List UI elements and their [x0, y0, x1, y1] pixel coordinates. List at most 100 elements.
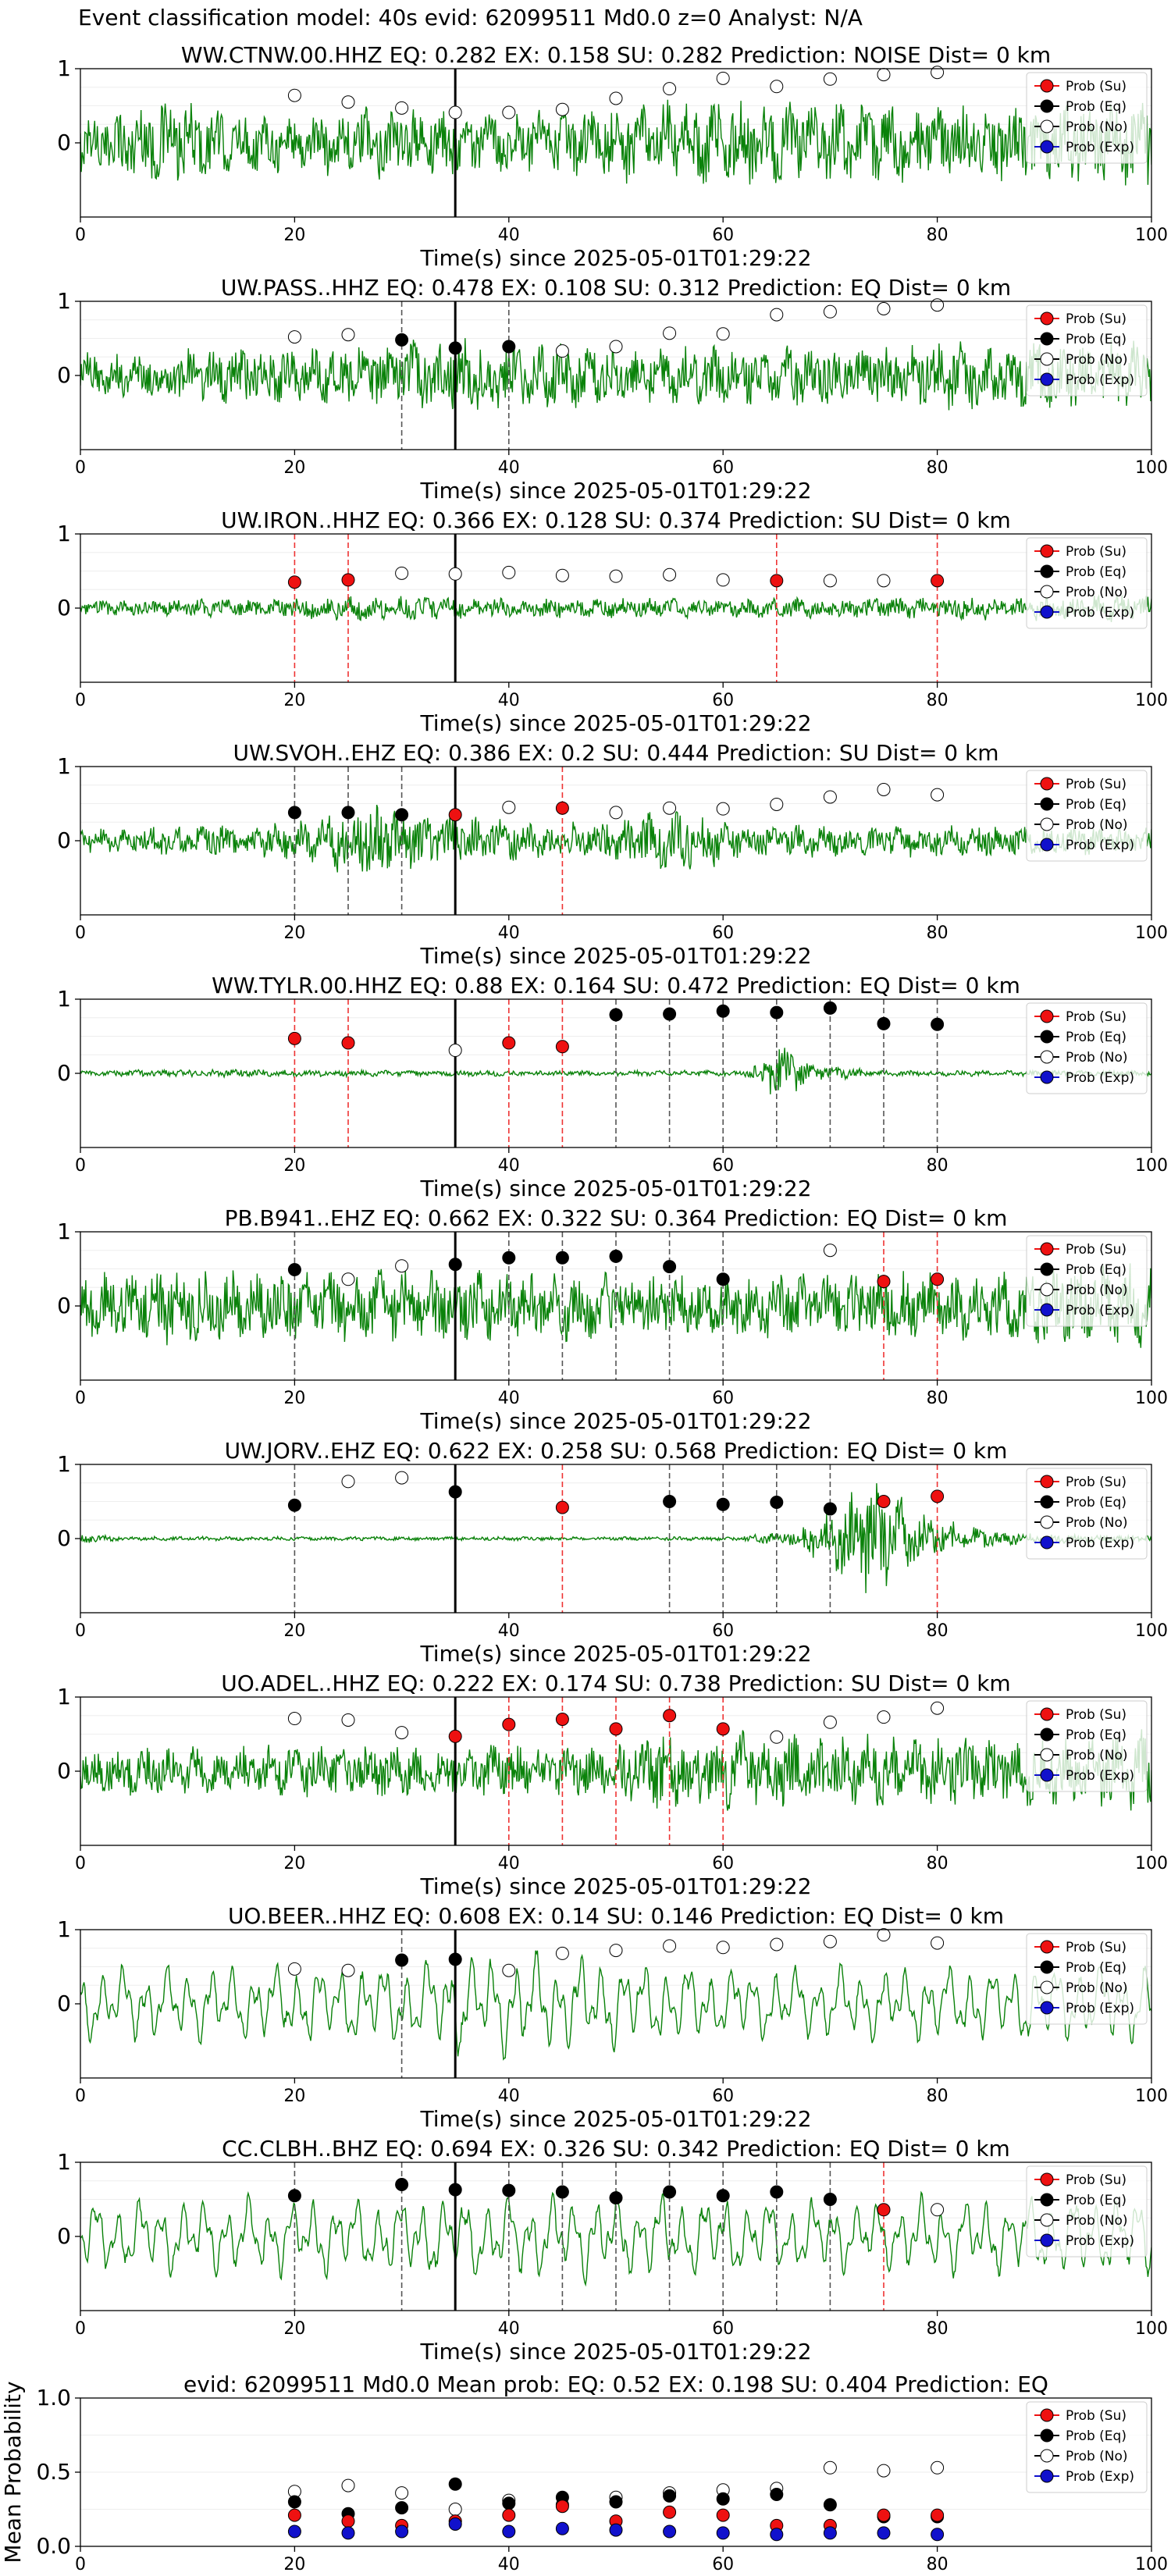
- prob-marker: [663, 1709, 677, 1723]
- x-tick-label: 0: [75, 1854, 86, 1873]
- prob-marker: [555, 102, 569, 116]
- legend-marker: [1040, 1009, 1054, 1023]
- waveform-trace: [80, 1950, 1151, 2061]
- prob-marker: [502, 2183, 516, 2197]
- waveform-trace: [80, 1483, 1151, 1593]
- x-tick-label: 0: [75, 458, 86, 478]
- legend-label: Prob (Su): [1066, 544, 1127, 560]
- mean-prob-marker: [341, 2478, 355, 2492]
- legend-label: Prob (Eq): [1066, 99, 1127, 115]
- y-tick-label: 1: [57, 2149, 71, 2175]
- legend-label: Prob (Eq): [1066, 2193, 1127, 2208]
- x-tick-label: 100: [1135, 1389, 1168, 1408]
- prob-marker: [448, 1485, 462, 1499]
- x-tick-label: 20: [283, 226, 305, 245]
- mean-prob-marker: [823, 2460, 837, 2475]
- prob-marker: [448, 1952, 462, 1966]
- legend: Prob (Su) Prob (Eq) Prob (No) Prob (Exp): [1026, 1933, 1148, 2025]
- x-tick-label: 100: [1135, 1621, 1168, 1641]
- legend: Prob (Su) Prob (Eq) Prob (No) Prob (Exp): [1026, 2165, 1148, 2258]
- prob-marker: [395, 1953, 409, 1967]
- legend-label: Prob (Exp): [1066, 605, 1134, 621]
- prob-marker: [448, 1258, 462, 1272]
- y-tick-label: 0: [57, 827, 71, 853]
- prob-marker: [663, 1939, 677, 1953]
- x-tick-label: 0: [75, 691, 86, 710]
- prob-marker: [395, 1726, 409, 1740]
- mean-prob-marker: [609, 2495, 623, 2509]
- x-tick-label: 40: [498, 691, 520, 710]
- legend-frame: [1026, 2401, 1148, 2493]
- prob-marker: [341, 328, 355, 342]
- prob-marker: [609, 806, 623, 820]
- x-tick-label: 0: [75, 923, 86, 943]
- legend-marker: [1040, 1303, 1054, 1317]
- y-axis-label: Mean Probability: [0, 2381, 26, 2563]
- prob-marker: [287, 2189, 301, 2203]
- mean-prob-marker: [663, 2505, 677, 2519]
- x-tick-label: 80: [927, 226, 949, 245]
- x-tick-label: 80: [927, 2319, 949, 2339]
- y-tick-label: 1: [57, 288, 71, 314]
- x-tick-label: 80: [927, 1621, 949, 1641]
- y-tick-label: 1: [57, 55, 71, 81]
- legend-label: Prob (Exp): [1066, 1303, 1134, 1318]
- x-tick-label: 0: [75, 1389, 86, 1408]
- prob-marker: [877, 1495, 891, 1508]
- legend-label: Prob (Exp): [1066, 1768, 1134, 1784]
- summary-title: evid: 62099511 Md0.0 Mean prob: EQ: 0.52…: [183, 2371, 1048, 2397]
- legend-marker: [1040, 2233, 1054, 2247]
- mean-prob-marker: [448, 2503, 462, 2516]
- legend-label: Prob (Eq): [1066, 1727, 1127, 1743]
- legend-label: Prob (Su): [1066, 79, 1127, 94]
- legend-label: Prob (Exp): [1066, 1535, 1134, 1551]
- station-panel: CC.CLBH..BHZ EQ: 0.694 EX: 0.326 SU: 0.3…: [57, 2136, 1168, 2364]
- x-tick-label: 0: [75, 1621, 86, 1641]
- prob-marker: [877, 68, 891, 82]
- prob-marker: [395, 1471, 409, 1485]
- legend-marker: [1040, 332, 1054, 346]
- legend-label: Prob (Exp): [1066, 372, 1134, 388]
- legend-marker: [1040, 1030, 1054, 1044]
- x-tick-label: 40: [498, 1156, 520, 1176]
- legend: Prob (Su) Prob (Eq) Prob (No) Prob (Exp): [1026, 1468, 1148, 1560]
- legend-label: Prob (No): [1066, 1748, 1128, 1763]
- legend-label: Prob (Su): [1066, 1940, 1127, 1955]
- x-tick-label: 0: [75, 1156, 86, 1176]
- prob-marker: [716, 2189, 730, 2203]
- prob-marker: [341, 573, 355, 587]
- y-tick-label: 1: [57, 521, 71, 546]
- y-tick-label: 1: [57, 753, 71, 779]
- y-tick-label: 0: [57, 1525, 71, 1551]
- prob-marker: [931, 1017, 945, 1031]
- x-axis-label: Time(s) since 2025-05-01T01:29:22: [419, 943, 811, 969]
- legend-label: Prob (Eq): [1066, 1495, 1127, 1510]
- legend-frame: [1026, 1700, 1148, 1792]
- legend: Prob (Su) Prob (Eq) Prob (No) Prob (Exp): [1026, 537, 1148, 629]
- mean-prob-marker: [341, 2514, 355, 2528]
- prob-marker: [287, 1031, 301, 1045]
- x-tick-label: 40: [498, 2555, 520, 2574]
- legend-label: Prob (No): [1066, 1283, 1128, 1298]
- y-tick-label: 0: [57, 1293, 71, 1318]
- legend-label: Prob (Su): [1066, 1242, 1127, 1258]
- prob-marker: [770, 574, 784, 588]
- waveform-trace: [80, 1729, 1151, 1811]
- x-tick-label: 0: [75, 2319, 86, 2339]
- prob-marker: [877, 782, 891, 796]
- legend-marker: [1040, 1727, 1054, 1742]
- prob-marker: [931, 788, 945, 802]
- prob-marker: [609, 1722, 623, 1736]
- legend-marker: [1040, 564, 1054, 578]
- legend-label: Prob (Eq): [1066, 2428, 1127, 2444]
- legend-label: Prob (No): [1066, 1980, 1128, 1996]
- mean-prob-marker: [663, 2524, 677, 2539]
- legend-label: Prob (Eq): [1066, 332, 1127, 347]
- x-tick-label: 80: [927, 1389, 949, 1408]
- mean-prob-marker: [931, 2460, 945, 2475]
- y-tick-label: 0.5: [36, 2459, 71, 2485]
- y-tick-label: 1: [57, 1916, 71, 1942]
- mean-prob-marker: [716, 2526, 730, 2540]
- station-panel: UW.PASS..HHZ EQ: 0.478 EX: 0.108 SU: 0.3…: [57, 275, 1168, 503]
- legend-frame: [1026, 1002, 1148, 1094]
